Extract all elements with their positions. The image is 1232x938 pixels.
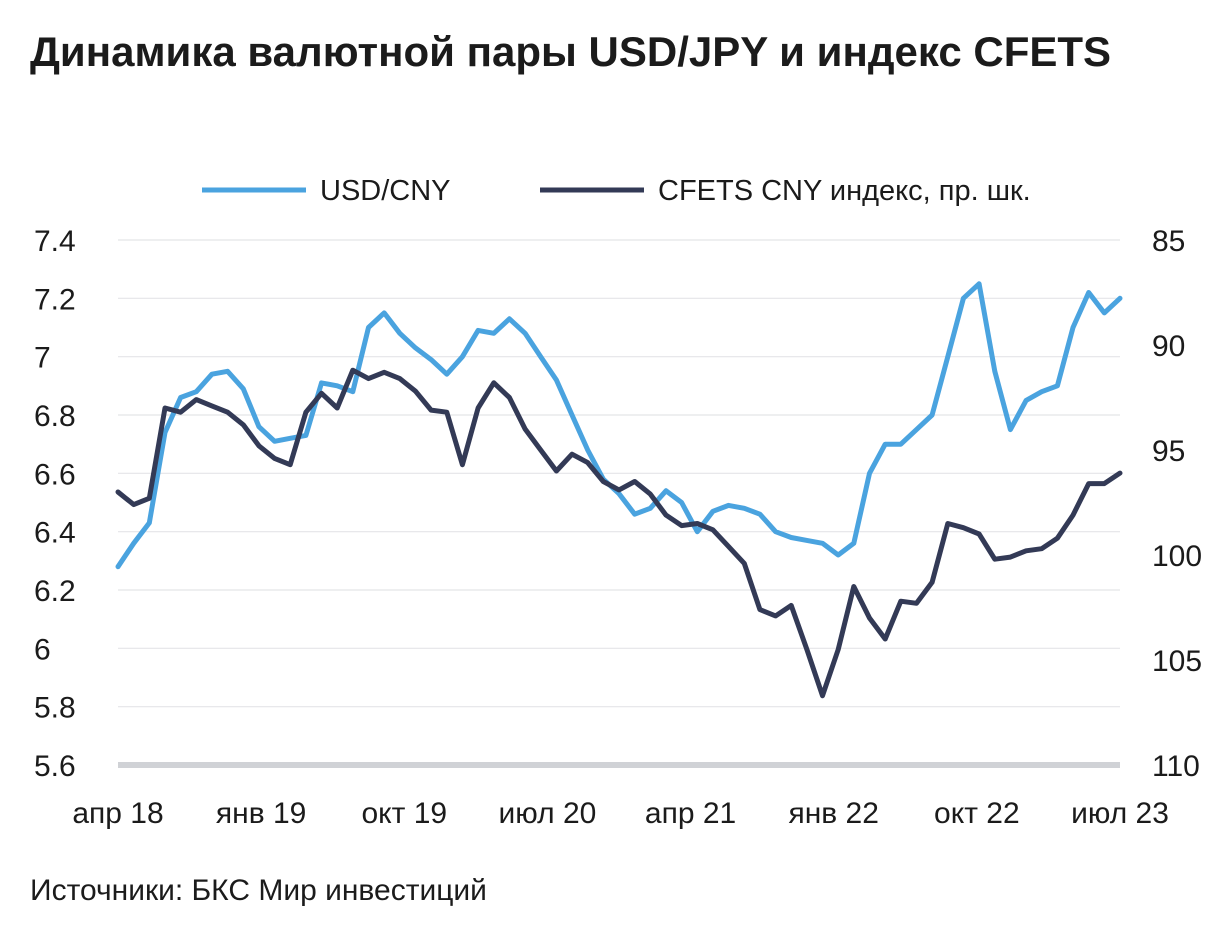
series-lines (115, 281, 1123, 699)
left-tick-label: 6.4 (34, 517, 76, 550)
x-tick-label: июл 23 (1071, 797, 1169, 830)
left-tick-label: 6.8 (34, 400, 76, 433)
x-axis: апр 18 янв 19 окт 19 июл 20 апр 21 янв 22 окт … (72, 797, 1169, 830)
legend-label: USD/CNY (320, 175, 451, 207)
right-tick-label: 95 (1152, 435, 1185, 468)
gridlines (118, 239, 1120, 768)
right-tick-label: 90 (1152, 330, 1185, 363)
series-line-usdcny (115, 281, 1123, 570)
x-tick-label: янв 22 (788, 797, 878, 830)
left-axis: 7.4 7.2 7 6.8 6.6 6.4 6.2 6 5.8 5.6 (34, 225, 76, 783)
right-tick-label: 105 (1152, 645, 1202, 678)
left-tick-label: 7 (34, 342, 51, 375)
left-tick-label: 6.6 (34, 458, 76, 491)
left-tick-label: 6 (34, 633, 51, 666)
x-tick-label: апр 21 (645, 797, 736, 830)
left-tick-label: 7.2 (34, 283, 76, 316)
right-tick-label: 110 (1152, 750, 1200, 783)
chart-title: Динамика валютной пары USD/JPY и индекс … (30, 28, 1112, 75)
x-tick-label: окт 19 (361, 797, 447, 830)
series-line-cfets (115, 367, 1123, 699)
x-tick-label: окт 22 (934, 797, 1020, 830)
x-tick-label: янв 19 (216, 797, 306, 830)
legend-label: CFETS CNY индекс, пр. шк. (658, 175, 1031, 207)
source-note: Источники: БКС Мир инвестиций (30, 874, 487, 907)
legend: USD/CNY CFETS CNY индекс, пр. шк. (202, 175, 1031, 207)
left-tick-label: 5.8 (34, 692, 76, 725)
left-tick-label: 5.6 (34, 750, 76, 783)
right-tick-label: 100 (1152, 540, 1202, 573)
right-tick-label: 85 (1152, 225, 1185, 258)
right-axis: 85 90 95 100 105 110 (1152, 225, 1202, 783)
left-tick-label: 6.2 (34, 575, 76, 608)
left-tick-label: 7.4 (34, 225, 76, 258)
x-tick-label: апр 18 (72, 797, 163, 830)
chart: 7.4 7.2 7 6.8 6.6 6.4 6.2 6 5.8 5.6 85 90 95 100 105 1… (34, 175, 1202, 830)
x-tick-label: июл 20 (499, 797, 597, 830)
